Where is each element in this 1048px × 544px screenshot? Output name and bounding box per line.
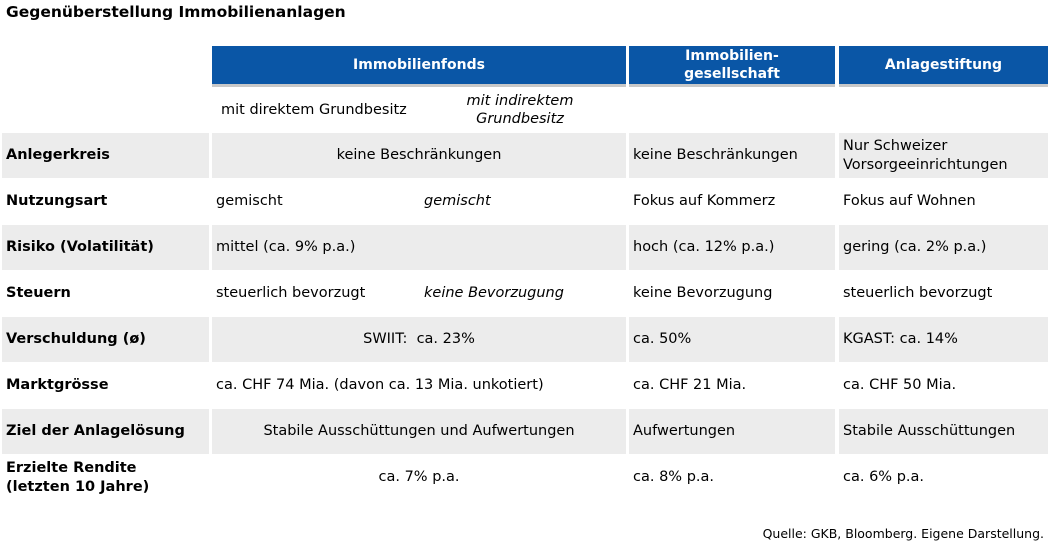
cell-stiftung: gering (ca. 2% p.a.) bbox=[839, 225, 1048, 270]
cell-gesellschaft: ca. 8% p.a. bbox=[633, 469, 714, 485]
subheader-indirekt: mit indirektem Grundbesitz bbox=[440, 92, 600, 128]
cell-fonds-indirekt: keine Bevorzugung bbox=[424, 285, 564, 301]
table-row: Steuern steuerlich bevorzugt keine Bevor… bbox=[2, 271, 1048, 316]
row-label: Risiko (Volatilität) bbox=[2, 225, 209, 270]
cell-stiftung: ca. 6% p.a. bbox=[843, 469, 924, 485]
row-label: Erzielte Rendite (letzten 10 Jahre) bbox=[2, 455, 209, 500]
cell-gesellschaft: keine Beschränkungen bbox=[629, 133, 835, 178]
header-gesellschaft-line1: Immobilien- bbox=[685, 48, 779, 64]
cell-stiftung: Fokus auf Wohnen bbox=[843, 193, 976, 209]
cell-fonds: Stabile Ausschüttungen und Aufwertungen bbox=[212, 409, 626, 454]
subheader-indirekt-line2: Grundbesitz bbox=[476, 111, 564, 127]
subheader-direkt: mit direktem Grundbesitz bbox=[221, 102, 407, 118]
row-label: Nutzungsart bbox=[6, 193, 108, 209]
cell-fonds: ca. CHF 74 Mia. (davon ca. 13 Mia. unkot… bbox=[216, 377, 544, 393]
row-label-line2: (letzten 10 Jahre) bbox=[6, 478, 150, 495]
header-immobiliengesellschaft: Immobilien- gesellschaft bbox=[629, 46, 835, 87]
cell-gesellschaft: hoch (ca. 12% p.a.) bbox=[629, 225, 835, 270]
row-label: Verschuldung (ø) bbox=[2, 317, 209, 362]
table-row: Erzielte Rendite (letzten 10 Jahre) ca. … bbox=[2, 455, 1048, 500]
row-label: Steuern bbox=[6, 285, 71, 301]
cell-gesellschaft: Aufwertungen bbox=[629, 409, 835, 454]
cell-stiftung: Stabile Ausschüttungen bbox=[839, 409, 1048, 454]
table-row: Marktgrösse ca. CHF 74 Mia. (davon ca. 1… bbox=[2, 363, 1048, 408]
cell-fonds: keine Beschränkungen bbox=[212, 133, 626, 178]
cell-fonds: mittel (ca. 9% p.a.) bbox=[212, 225, 626, 270]
cell-stiftung: ca. CHF 50 Mia. bbox=[843, 377, 957, 393]
cell-gesellschaft: Fokus auf Kommerz bbox=[633, 193, 776, 209]
cell-fonds-direkt: gemischt bbox=[216, 193, 283, 209]
table-row: Anlegerkreis keine Beschränkungen keine … bbox=[2, 133, 1048, 178]
table-row: Verschuldung (ø) SWIIT: ca. 23% ca. 50% … bbox=[2, 317, 1048, 362]
table-row: Nutzungsart gemischt gemischt Fokus auf … bbox=[2, 179, 1048, 224]
row-label: Ziel der Anlagelösung bbox=[2, 409, 209, 454]
cell-stiftung: Nur Schweizer Vorsorgeeinrichtungen bbox=[839, 133, 1048, 178]
page-title: Gegenüberstellung Immobilienanlagen bbox=[6, 3, 346, 21]
header-immobilienfonds: Immobilienfonds bbox=[212, 46, 626, 87]
cell-fonds-direkt: steuerlich bevorzugt bbox=[216, 285, 366, 301]
table-row: Ziel der Anlagelösung Stabile Ausschüttu… bbox=[2, 409, 1048, 454]
row-label: Anlegerkreis bbox=[2, 133, 209, 178]
cell-fonds: SWIIT: ca. 23% bbox=[212, 317, 626, 362]
table-row: Risiko (Volatilität) mittel (ca. 9% p.a.… bbox=[2, 225, 1048, 270]
cell-gesellschaft: ca. CHF 21 Mia. bbox=[633, 377, 747, 393]
cell-stiftung: steuerlich bevorzugt bbox=[843, 285, 993, 301]
cell-fonds-indirekt: gemischt bbox=[424, 193, 491, 209]
cell-stiftung-line1: Nur Schweizer bbox=[843, 137, 948, 154]
header-anlagestiftung: Anlagestiftung bbox=[839, 46, 1048, 87]
cell-gesellschaft: keine Bevorzugung bbox=[633, 285, 773, 301]
row-label-line1: Erzielte Rendite bbox=[6, 459, 137, 476]
cell-gesellschaft: ca. 50% bbox=[629, 317, 835, 362]
cell-fonds: ca. 7% p.a. bbox=[378, 469, 460, 485]
cell-stiftung-line2: Vorsorgeeinrichtungen bbox=[843, 156, 1008, 173]
cell-stiftung: KGAST: ca. 14% bbox=[839, 317, 1048, 362]
row-label: Marktgrösse bbox=[6, 377, 109, 393]
header-gesellschaft-line2: gesellschaft bbox=[684, 66, 780, 82]
subheader-indirekt-line1: mit indirektem bbox=[466, 93, 574, 109]
source-note: Quelle: GKB, Bloomberg. Eigene Darstellu… bbox=[762, 526, 1044, 541]
